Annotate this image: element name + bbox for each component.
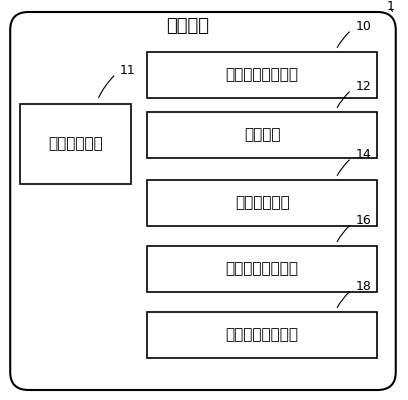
Text: 发送单元: 发送单元	[244, 128, 280, 142]
FancyBboxPatch shape	[20, 104, 131, 184]
Text: 16: 16	[355, 214, 371, 227]
Text: 同步信息获取单元: 同步信息获取单元	[226, 68, 299, 82]
Text: 14: 14	[355, 148, 371, 161]
Text: 检查信息查看单元: 检查信息查看单元	[226, 328, 299, 342]
FancyBboxPatch shape	[147, 312, 377, 358]
Text: 操作同步单元: 操作同步单元	[235, 196, 290, 210]
Text: 会诊请求单元: 会诊请求单元	[48, 136, 103, 152]
FancyBboxPatch shape	[147, 246, 377, 292]
Text: 18: 18	[355, 280, 371, 293]
Text: 10: 10	[355, 20, 371, 33]
Text: 检查信息发送单元: 检查信息发送单元	[226, 262, 299, 276]
FancyBboxPatch shape	[147, 52, 377, 98]
Text: 11: 11	[120, 64, 136, 76]
FancyBboxPatch shape	[10, 12, 396, 390]
Text: 12: 12	[355, 80, 371, 93]
Text: 1: 1	[387, 0, 395, 12]
FancyBboxPatch shape	[147, 112, 377, 158]
FancyBboxPatch shape	[147, 180, 377, 226]
Text: 会诊终端: 会诊终端	[166, 17, 209, 35]
